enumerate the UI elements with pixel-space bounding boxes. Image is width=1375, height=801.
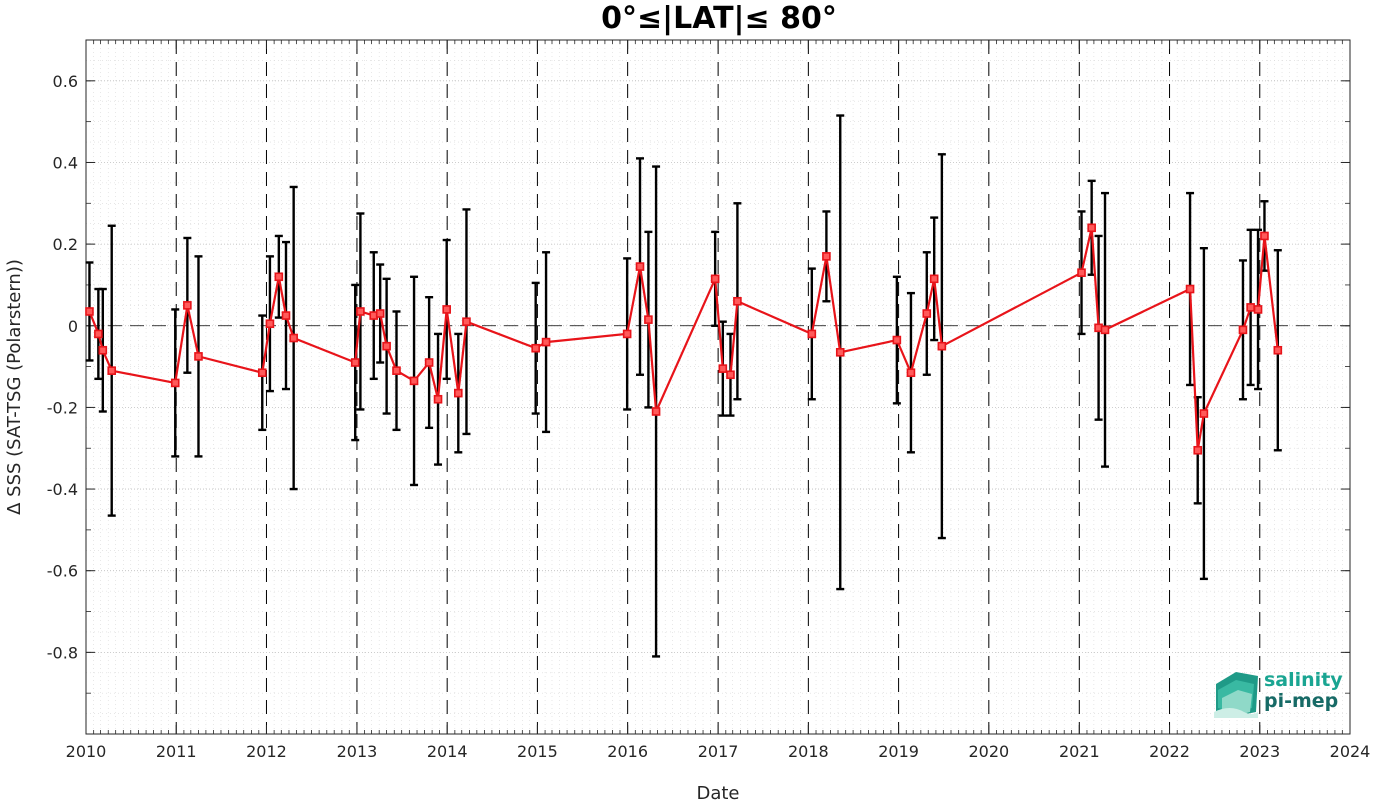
x-tick-label: 2021 xyxy=(1059,742,1100,761)
data-point-marker xyxy=(733,296,742,306)
data-point-marker xyxy=(1238,325,1248,335)
salinity-pi-mep-logo: salinity pi-mep xyxy=(1214,669,1343,718)
data-point-marker xyxy=(710,274,720,284)
logo-text-pi-mep: pi-mep xyxy=(1264,690,1338,712)
data-point-marker xyxy=(462,317,471,326)
data-point-marker xyxy=(382,341,391,351)
data-point-marker xyxy=(1100,325,1110,335)
data-point-marker xyxy=(350,358,360,367)
data-point-marker xyxy=(922,309,932,318)
data-point-marker xyxy=(85,307,94,316)
x-axis-label: Date xyxy=(696,783,739,801)
reference-lines xyxy=(86,40,1350,734)
data-point-marker xyxy=(392,366,401,375)
x-tick-label: 2014 xyxy=(427,742,468,761)
x-tick-label: 2020 xyxy=(968,742,1009,761)
data-point-marker xyxy=(906,368,916,378)
data-point-marker xyxy=(726,370,735,380)
data-point-marker xyxy=(409,376,419,386)
x-tick-label: 2016 xyxy=(607,742,648,761)
data-point-marker xyxy=(1199,409,1209,418)
logo-mark-icon xyxy=(1214,672,1258,718)
data-point-marker xyxy=(289,333,298,343)
axis-ticks xyxy=(85,39,1351,735)
data-point-marker xyxy=(835,347,845,357)
x-tick-label: 2015 xyxy=(517,742,558,761)
data-point-marker xyxy=(892,335,902,345)
data-point-marker xyxy=(454,388,463,398)
data-point-marker xyxy=(807,329,817,339)
data-point-marker xyxy=(281,311,291,320)
data-point-marker xyxy=(1246,303,1255,312)
data-point-marker xyxy=(651,407,661,416)
x-tick-label: 2017 xyxy=(698,742,739,761)
x-tick-label: 2013 xyxy=(337,742,378,761)
data-point-marker xyxy=(929,274,939,284)
y-tick-label: 0.6 xyxy=(53,72,78,91)
data-point-marker xyxy=(1185,284,1195,294)
data-point-marker xyxy=(718,364,728,373)
data-point-marker xyxy=(356,307,365,316)
x-tick-label: 2023 xyxy=(1239,742,1280,761)
y-tick-label: -0.6 xyxy=(47,562,78,581)
data-point-marker xyxy=(274,272,284,282)
logo-text-salinity: salinity xyxy=(1264,669,1343,691)
x-tick-labels: 2010 2011 2012 2013 2014 2015 2016 2017 2018 2019… xyxy=(66,742,1371,761)
chart-title: 0°≤|LAT|≤ 80° xyxy=(601,1,837,36)
x-tick-label: 2010 xyxy=(66,742,107,761)
y-axis-label: Δ SSS (SAT-TSG (Polarstern)) xyxy=(4,259,25,515)
data-point-marker xyxy=(937,341,947,351)
data-point-marker xyxy=(644,315,653,324)
x-tick-label: 2019 xyxy=(878,742,919,761)
data-point-marker xyxy=(94,329,103,339)
data-point-marker xyxy=(433,394,443,404)
y-tick-label: -0.2 xyxy=(47,398,78,417)
data-point-marker xyxy=(442,305,451,314)
data-point-marker xyxy=(622,329,632,339)
data-point-marker xyxy=(822,252,831,261)
data-point-marker xyxy=(257,368,267,378)
x-tick-label: 2024 xyxy=(1330,742,1371,761)
data-point-marker xyxy=(265,319,275,329)
y-tick-label: 0 xyxy=(68,317,78,336)
data-point-marker xyxy=(1193,445,1203,455)
x-tick-label: 2022 xyxy=(1149,742,1190,761)
series-markers xyxy=(85,223,1283,455)
data-point-marker xyxy=(1260,231,1269,241)
y-tick-label: -0.4 xyxy=(47,480,78,499)
data-point-marker xyxy=(424,358,434,367)
data-point-marker xyxy=(1273,345,1283,355)
y-tick-label: 0.2 xyxy=(53,235,78,254)
x-tick-label: 2011 xyxy=(156,742,197,761)
x-tick-label: 2012 xyxy=(246,742,287,761)
data-point-marker xyxy=(170,378,180,388)
y-tick-labels: -0.8 -0.6 -0.4 -0.2 0 0.2 0.4 0.6 xyxy=(47,72,78,663)
data-point-marker xyxy=(635,262,645,271)
data-point-marker xyxy=(1087,223,1096,233)
data-point-marker xyxy=(1077,268,1086,277)
y-tick-label: -0.8 xyxy=(47,643,78,662)
data-point-marker xyxy=(183,301,192,310)
data-point-marker xyxy=(531,343,540,353)
data-point-marker xyxy=(1253,305,1263,314)
data-point-marker xyxy=(541,337,551,347)
data-point-marker xyxy=(98,345,108,355)
data-point-marker xyxy=(194,352,203,361)
data-point-marker xyxy=(375,309,385,318)
data-point-marker xyxy=(107,366,117,375)
x-tick-label: 2018 xyxy=(788,742,829,761)
y-tick-label: 0.4 xyxy=(53,153,78,172)
